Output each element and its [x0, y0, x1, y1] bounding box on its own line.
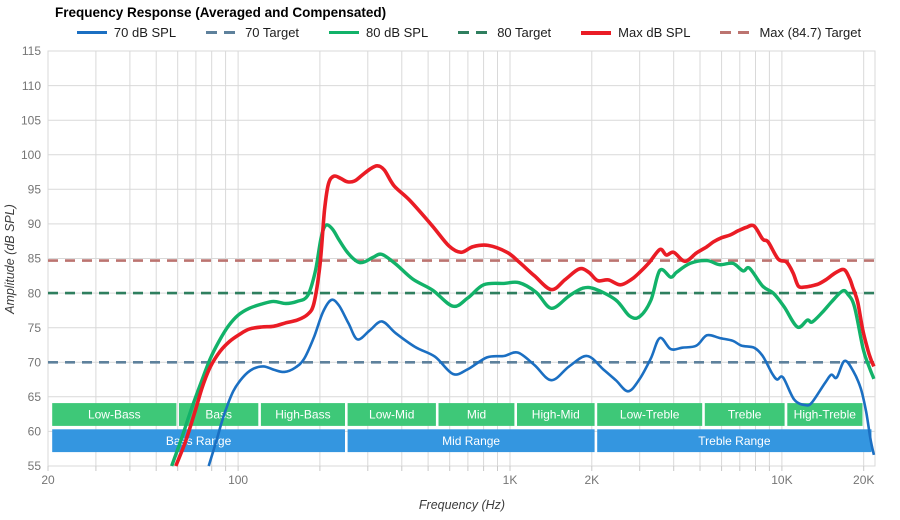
band-label: High-Bass — [275, 408, 330, 422]
band-segment — [179, 403, 259, 426]
chart-title: Frequency Response (Averaged and Compens… — [55, 5, 387, 20]
band-label: Bass Range — [166, 434, 232, 448]
y-tick-label: 110 — [22, 79, 41, 93]
band-label: Low-Treble — [620, 408, 680, 422]
y-tick-label: 105 — [21, 113, 41, 127]
y-tick-label: 115 — [22, 44, 41, 58]
band-row-sub-ranges: Low-Bass Bass High-Bass Low-Mid Mid High-Mid L… — [88, 408, 856, 422]
line-swatch-icon — [76, 31, 107, 34]
y-tick-label: 55 — [28, 459, 42, 473]
curve-70-db-spl — [207, 298, 876, 467]
plot-border — [47, 50, 876, 467]
line-swatch-icon — [581, 30, 612, 35]
legend-item-label: 80 Target — [497, 25, 552, 40]
legend-item-max-84-7-target: Max (84.7) Target — [720, 25, 861, 40]
band-segment — [260, 403, 345, 426]
band-segment — [597, 403, 703, 426]
legend-item-80-target: 80 Target — [458, 25, 551, 40]
legend-item-max-db-spl: Max dB SPL — [581, 25, 690, 40]
band-label: Mid — [467, 408, 486, 422]
band-label: Treble Range — [698, 434, 771, 448]
legend-item-label: 70 dB SPL — [113, 25, 177, 40]
dashed-line-swatch-icon — [720, 31, 753, 34]
band-label: Treble — [728, 408, 762, 422]
y-tick-label: 75 — [28, 321, 42, 335]
line-swatch-icon — [329, 31, 360, 34]
legend-item-label: 70 Target — [245, 25, 300, 40]
legend-item-80-db-spl: 80 dB SPL — [329, 25, 428, 40]
y-tick-label: 65 — [28, 390, 42, 404]
band-label: Mid Range — [442, 434, 500, 448]
y-axis-title: Amplitude (dB SPL) — [3, 204, 17, 315]
curve-80-db-spl — [170, 223, 876, 467]
y-tick-label: 85 — [28, 252, 42, 266]
band-segment — [52, 429, 345, 453]
legend-item-label: Max dB SPL — [618, 25, 691, 40]
y-tick-label: 90 — [28, 217, 42, 231]
curve-max-db-spl — [174, 164, 876, 467]
x-axis-ticks — [47, 466, 865, 471]
band-label: High-Treble — [794, 408, 857, 422]
x-tick-label: 20K — [853, 473, 874, 487]
dashed-line-swatch-icon — [206, 31, 239, 34]
dashed-line-swatch-icon — [458, 31, 491, 34]
band-segment — [787, 403, 863, 426]
band-label: Low-Mid — [369, 408, 414, 422]
x-tick-label: 20 — [41, 473, 55, 487]
band-segment — [52, 403, 177, 426]
y-tick-label: 95 — [28, 183, 42, 197]
chart-legend: 70 dB SPL 70 Target 80 dB SPL 80 Target Max … — [48, 25, 890, 40]
y-tick-label: 70 — [28, 355, 42, 369]
band-label: High-Mid — [532, 408, 580, 422]
band-segment — [347, 403, 436, 426]
band-segment — [347, 429, 595, 453]
y-tick-label: 100 — [21, 148, 41, 162]
x-tick-label: 10K — [771, 473, 792, 487]
y-tick-label: 60 — [28, 425, 42, 439]
band-segment — [597, 429, 872, 453]
x-tick-label: 2K — [584, 473, 599, 487]
curves — [170, 164, 876, 467]
x-tick-labels: 20 100 1K 2K 10K 20K — [41, 473, 874, 487]
band-segment — [438, 403, 515, 426]
band-segment — [704, 403, 785, 426]
y-tick-labels: 55 60 65 70 75 80 85 90 95 100 105 110 115 — [21, 44, 41, 473]
x-axis-title: Frequency (Hz) — [419, 498, 505, 512]
band-label: Bass — [205, 408, 232, 422]
y-tick-label: 80 — [28, 286, 42, 300]
band-segment — [517, 403, 595, 426]
legend-item-70-db-spl: 70 dB SPL — [76, 25, 177, 40]
x-tick-label: 1K — [503, 473, 518, 487]
legend-item-label: Max (84.7) Target — [759, 25, 862, 40]
legend-item-70-target: 70 Target — [206, 25, 299, 40]
x-tick-label: 100 — [228, 473, 248, 487]
legend-item-label: 80 dB SPL — [366, 25, 429, 40]
band-label: Low-Bass — [88, 408, 141, 422]
